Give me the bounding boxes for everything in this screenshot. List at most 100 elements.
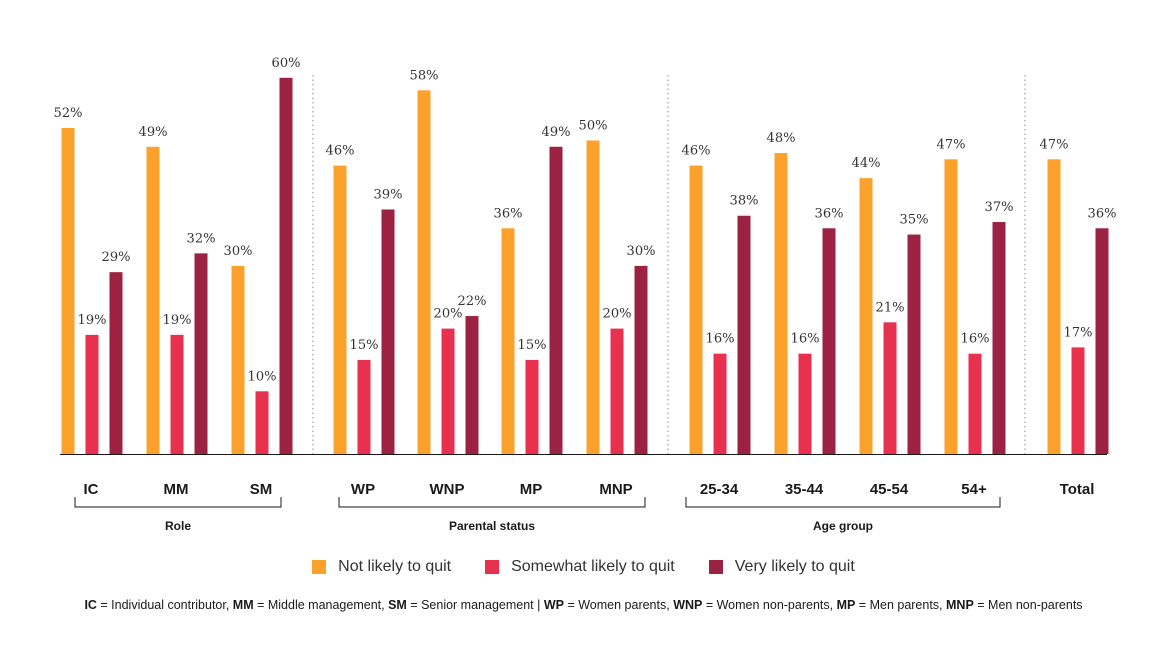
footnote-abbr-ic: IC <box>84 598 97 612</box>
footnote-abbr-wnp: WNP <box>673 598 703 612</box>
data-label-35-44-somewhat-likely-to-quit: 16% <box>791 332 820 347</box>
category-label-wnp: WNP <box>430 481 465 498</box>
bar-25-34-not-likely-to-quit <box>689 165 703 454</box>
group-label-parental-status: Parental status <box>449 519 535 533</box>
data-label-mm-very-likely-to-quit: 32% <box>187 231 216 246</box>
bar-45-54-very-likely-to-quit <box>907 234 921 454</box>
footnote-text-wp: = Women parents, <box>563 598 674 612</box>
bar-wp-somewhat-likely-to-quit <box>357 359 371 454</box>
data-label-mm-not-likely-to-quit: 49% <box>139 125 168 140</box>
data-label-total-very-likely-to-quit: 36% <box>1088 206 1117 221</box>
legend-swatch-somewhat-likely <box>485 560 500 574</box>
bar-total-somewhat-likely-to-quit <box>1071 347 1085 454</box>
data-label-mp-not-likely-to-quit: 36% <box>494 206 523 221</box>
data-label-sm-not-likely-to-quit: 30% <box>224 244 253 259</box>
footnote-abbr-mp: MP <box>836 598 856 612</box>
category-label-sm: SM <box>250 481 273 498</box>
data-label-mnp-somewhat-likely-to-quit: 20% <box>603 307 632 322</box>
group-label-role: Role <box>165 519 191 533</box>
footnote-abbr-mnp: MNP <box>946 598 974 612</box>
data-label-35-44-not-likely-to-quit: 48% <box>767 131 796 146</box>
bar-mm-not-likely-to-quit <box>146 146 160 454</box>
data-label-wp-somewhat-likely-to-quit: 15% <box>350 338 379 353</box>
bar-mnp-not-likely-to-quit <box>586 140 600 454</box>
group-label-age-group: Age group <box>813 519 873 533</box>
data-label-sm-very-likely-to-quit: 60% <box>272 56 301 71</box>
category-label-wp: WP <box>351 481 375 498</box>
bar-wnp-not-likely-to-quit <box>417 90 431 454</box>
bar-sm-very-likely-to-quit <box>279 77 293 455</box>
legend-item-very-likely: Very likely to quit <box>708 558 855 576</box>
data-label-wp-very-likely-to-quit: 39% <box>374 187 403 202</box>
bar-mnp-somewhat-likely-to-quit <box>610 328 624 454</box>
footnote-text-mm: = Middle management, <box>253 598 389 612</box>
bar-mm-very-likely-to-quit <box>194 253 208 454</box>
bar-25-34-very-likely-to-quit <box>737 215 751 454</box>
data-label-wnp-somewhat-likely-to-quit: 20% <box>434 307 463 322</box>
bar-mp-not-likely-to-quit <box>501 228 515 454</box>
bar-35-44-not-likely-to-quit <box>774 153 788 455</box>
category-label-total: Total <box>1060 481 1095 498</box>
bar-35-44-somewhat-likely-to-quit <box>798 353 812 454</box>
legend-swatch-not-likely <box>312 560 327 574</box>
legend-item-somewhat-likely: Somewhat likely to quit <box>485 558 675 576</box>
data-label-wnp-not-likely-to-quit: 58% <box>410 68 439 83</box>
bar-mp-very-likely-to-quit <box>549 146 563 454</box>
bar-45-54-somewhat-likely-to-quit <box>883 322 897 454</box>
legend-label-somewhat-likely: Somewhat likely to quit <box>511 558 675 575</box>
grouped-bar-chart: 52% 19% 29% IC 49% 19% 32% MM 30% 10% 60% SM Role 46%… <box>54 56 1117 533</box>
category-label-mp: MP <box>520 481 543 498</box>
bar-54--not-likely-to-quit <box>944 159 958 454</box>
data-label-54--somewhat-likely-to-quit: 16% <box>961 332 990 347</box>
data-label-25-34-somewhat-likely-to-quit: 16% <box>706 332 735 347</box>
data-label-45-54-somewhat-likely-to-quit: 21% <box>876 300 905 315</box>
data-label-25-34-not-likely-to-quit: 46% <box>682 144 711 159</box>
bar-45-54-not-likely-to-quit <box>859 178 873 454</box>
footnote-text-sm: = Senior management | <box>406 598 544 612</box>
group-bracket-role <box>74 497 282 508</box>
bar-wp-very-likely-to-quit <box>381 209 395 454</box>
group-bracket-parental-status <box>338 497 646 508</box>
bar-mnp-very-likely-to-quit <box>634 265 648 454</box>
category-label-45-54: 45-54 <box>870 481 909 498</box>
data-label-total-somewhat-likely-to-quit: 17% <box>1064 325 1093 340</box>
legend-item-not-likely: Not likely to quit <box>312 558 451 576</box>
bar-35-44-very-likely-to-quit <box>822 228 836 454</box>
category-label-35-44: 35-44 <box>785 481 824 498</box>
footnote-abbr-wp: WP <box>543 598 564 612</box>
category-label-25-34: 25-34 <box>700 481 739 498</box>
bar-54--very-likely-to-quit <box>992 222 1006 454</box>
category-label-54-: 54+ <box>961 481 987 498</box>
data-label-35-44-very-likely-to-quit: 36% <box>815 206 844 221</box>
data-label-45-54-not-likely-to-quit: 44% <box>852 156 881 171</box>
bar-wnp-somewhat-likely-to-quit <box>441 328 455 454</box>
category-label-mm: MM <box>164 481 189 498</box>
bar-mp-somewhat-likely-to-quit <box>525 359 539 454</box>
legend: Not likely to quit Somewhat likely to qu… <box>0 558 1167 576</box>
data-label-sm-somewhat-likely-to-quit: 10% <box>248 369 277 384</box>
legend-swatch-very-likely <box>708 560 723 574</box>
footnote-abbr-mm: MM <box>232 598 254 612</box>
footnote-text-mp: = Men parents, <box>855 598 947 612</box>
data-label-54--not-likely-to-quit: 47% <box>937 137 966 152</box>
data-label-mp-very-likely-to-quit: 49% <box>542 125 571 140</box>
bar-wp-not-likely-to-quit <box>333 165 347 454</box>
abbreviations-footnote: IC = Individual contributor, MM = Middle… <box>0 598 1167 612</box>
data-label-wp-not-likely-to-quit: 46% <box>326 144 355 159</box>
data-label-ic-not-likely-to-quit: 52% <box>54 106 83 121</box>
bar-mm-somewhat-likely-to-quit <box>170 334 184 454</box>
data-label-54--very-likely-to-quit: 37% <box>985 200 1014 215</box>
legend-label-not-likely: Not likely to quit <box>338 558 452 575</box>
bar-total-not-likely-to-quit <box>1047 159 1061 454</box>
footnote-text-wnp: = Women non-parents, <box>702 598 837 612</box>
data-label-ic-somewhat-likely-to-quit: 19% <box>78 313 107 328</box>
category-label-ic: IC <box>84 481 99 498</box>
data-label-total-not-likely-to-quit: 47% <box>1040 137 1069 152</box>
category-label-mnp: MNP <box>599 481 632 498</box>
data-label-45-54-very-likely-to-quit: 35% <box>900 213 929 228</box>
footnote-text-mnp: = Men non-parents <box>973 598 1083 612</box>
data-label-ic-very-likely-to-quit: 29% <box>102 250 131 265</box>
bar-sm-not-likely-to-quit <box>231 265 245 454</box>
footnote-text-ic: = Individual contributor, <box>96 598 233 612</box>
group-bracket-age-group <box>685 497 1001 508</box>
